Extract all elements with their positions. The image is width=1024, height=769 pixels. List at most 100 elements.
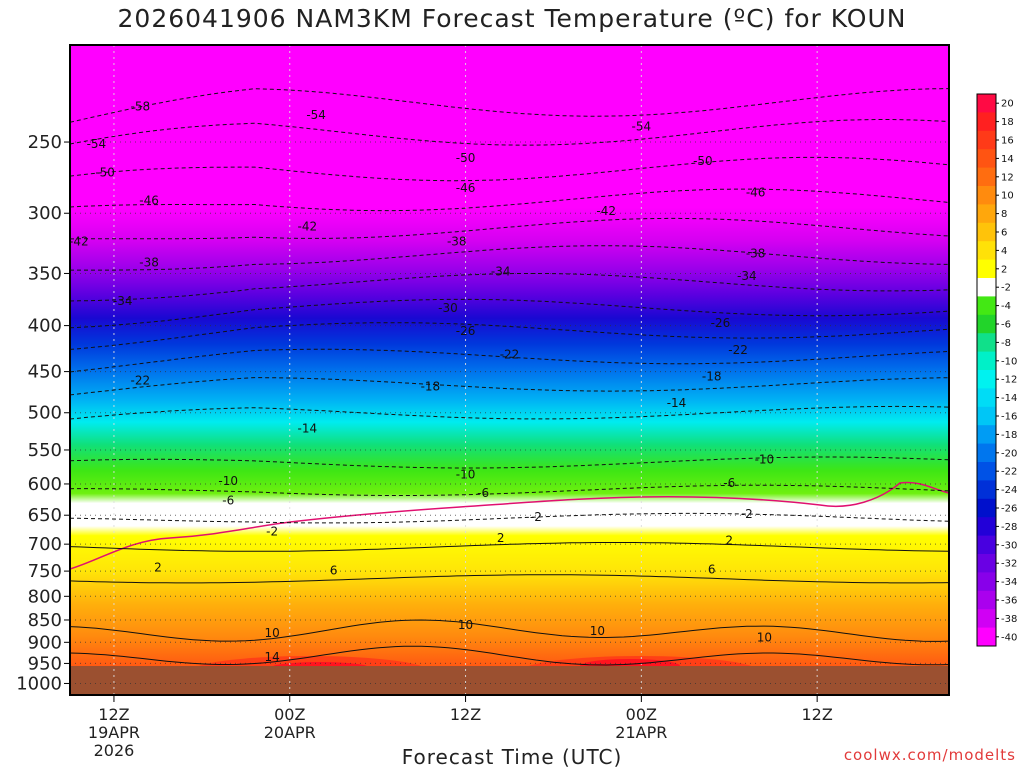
- plot-frame: [69, 44, 950, 696]
- colorbar-tick-label: 10: [1001, 191, 1014, 202]
- contour-label: 2: [725, 534, 733, 548]
- colorbar-tick-label: -34: [1001, 577, 1017, 588]
- colorbar-swatch: [977, 314, 996, 334]
- pressure-tick-label: 600: [28, 474, 62, 495]
- colorbar-swatch: [977, 278, 996, 297]
- colorbar-swatch: [977, 535, 996, 555]
- time-tick-label: 12Z: [98, 705, 129, 724]
- time-tick-label: 19APR: [88, 723, 140, 742]
- pressure-tick-label: 250: [28, 132, 62, 153]
- contour-label: 14: [265, 650, 280, 664]
- contour-label: 10: [590, 624, 605, 638]
- contour-label: -54: [87, 137, 107, 151]
- pressure-tick-label: 650: [28, 505, 62, 526]
- contour-line: [69, 574, 950, 584]
- contour-label: -34: [491, 265, 511, 279]
- colorbar-tick-label: 8: [1001, 209, 1007, 220]
- contour-label: -10: [218, 474, 238, 488]
- contour-line: [69, 298, 950, 329]
- colorbar-swatch: [977, 554, 996, 573]
- pressure-tick-label: 550: [28, 440, 62, 461]
- pressure-tick-label: 950: [28, 653, 62, 674]
- contour-label: -54: [306, 108, 326, 122]
- contour-label: -50: [95, 166, 115, 180]
- colorbar: 20 18 16 14 12 10 8 6 4 2 -2 -4 -6 -8 -10 -12 -14 -16 -18 -…: [976, 93, 1017, 647]
- contour-label: 10: [458, 618, 473, 632]
- pressure-tick-label: 750: [28, 561, 62, 582]
- grid-lines: [70, 45, 949, 695]
- contour-label: -34: [737, 269, 757, 283]
- contour-label: -2: [530, 510, 542, 524]
- colorbar-tick-label: 4: [1001, 246, 1007, 257]
- contour-label: -26: [456, 324, 476, 338]
- contour-label: 10: [757, 631, 772, 645]
- colorbar-swatch: [977, 333, 996, 353]
- colorbar-tick-label: 20: [1001, 99, 1014, 110]
- contour-label: -2: [266, 525, 278, 539]
- contour-line: [69, 348, 950, 373]
- colorbar-swatch: [977, 370, 996, 389]
- contour-label: -50: [456, 151, 476, 165]
- below-ground: [70, 666, 949, 695]
- colorbar-swatch: [977, 443, 996, 463]
- pressure-tick-label: 900: [28, 632, 62, 653]
- contour-line: [69, 645, 950, 666]
- contour-labels: -58 -54 -54 -54 -50 -50 -50 -46 -46 -46 -42 -42 -42 -…: [69, 100, 775, 664]
- colorbar-tick-label: -24: [1001, 485, 1017, 496]
- pressure-tick-label: 350: [28, 263, 62, 284]
- chart-title: 2026041906 NAM3KM Forecast Temperature (…: [117, 4, 907, 33]
- colorbar-swatch: [977, 241, 996, 261]
- colorbar-swatch: [977, 462, 996, 481]
- colorbar-tick-label: -28: [1001, 522, 1017, 533]
- credit-link[interactable]: coolwx.com/modelts: [843, 746, 1016, 764]
- contour-label: -38: [746, 246, 766, 260]
- contour-label: -18: [421, 380, 441, 394]
- colorbar-swatch: [977, 167, 996, 187]
- contour-label: -6: [477, 486, 489, 500]
- colorbar-tick-label: -40: [1001, 632, 1017, 643]
- colorbar-swatch: [977, 627, 996, 647]
- colorbar-swatch: [977, 572, 996, 592]
- colorbar-swatch: [977, 204, 996, 224]
- plot-area: [70, 45, 949, 695]
- colorbar-tick-label: -8: [1001, 338, 1011, 349]
- colorbar-swatch: [977, 517, 996, 537]
- colorbar-tick-label: 18: [1001, 117, 1014, 128]
- colorbar-tick-label: -26: [1001, 504, 1017, 515]
- contour-label: -42: [596, 204, 616, 218]
- colorbar-tick-label: -12: [1001, 375, 1017, 386]
- pressure-tick-label: 400: [28, 316, 62, 337]
- colorbar-swatch: [977, 296, 996, 316]
- contour-label: -46: [746, 185, 766, 199]
- contour-label: 10: [265, 626, 280, 640]
- contour-line: [69, 88, 950, 123]
- colorbar-tick-label: -10: [1001, 356, 1017, 367]
- contour-label: -38: [447, 234, 467, 248]
- contour-label: -22: [500, 347, 520, 361]
- contour-label: -6: [723, 476, 735, 490]
- colorbar-tick-label: -14: [1001, 393, 1017, 404]
- colorbar-tick-label: -38: [1001, 614, 1017, 625]
- contour-label: -22: [728, 343, 748, 357]
- pressure-tick-label: 1000: [16, 673, 62, 694]
- colorbar-tick-label: -22: [1001, 467, 1017, 478]
- time-tick-label: 12Z: [801, 705, 832, 724]
- contour-label: -54: [632, 120, 652, 134]
- colorbar-swatch: [977, 112, 996, 132]
- colorbar-tick-label: -2: [1001, 283, 1011, 294]
- colorbar-swatch: [977, 406, 996, 426]
- colorbar-swatch: [977, 149, 996, 169]
- colorbar-tick-label: -30: [1001, 540, 1017, 551]
- colorbar-tick-label: -18: [1001, 430, 1017, 441]
- contour-line: [69, 119, 950, 146]
- time-tick-label: 12Z: [450, 705, 481, 724]
- contour-label: -50: [693, 154, 713, 168]
- contour-label: -38: [139, 256, 159, 270]
- colorbar-swatch: [977, 480, 996, 500]
- contour-line: [69, 619, 950, 642]
- time-tick-label: 00Z: [274, 705, 305, 724]
- contour-label: -10: [755, 453, 775, 467]
- pressure-tick-label: 300: [28, 203, 62, 224]
